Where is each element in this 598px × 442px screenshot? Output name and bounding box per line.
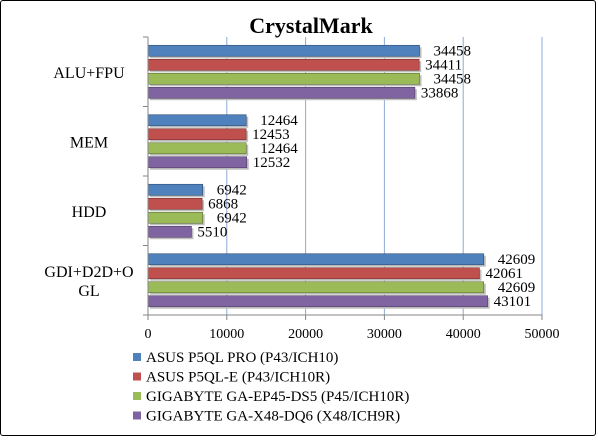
- x-tick-label: 0: [145, 327, 152, 342]
- data-label: 5510: [197, 224, 227, 240]
- category-labels: ALU+FPU MEM HDD GDI+D2D+O GL: [44, 65, 133, 300]
- data-label: 6942: [217, 182, 247, 198]
- bar: [147, 44, 420, 57]
- bar: [147, 72, 420, 85]
- category-label: GDI+D2D+O: [44, 264, 133, 281]
- legend-swatch: [133, 353, 141, 361]
- bar: [147, 183, 204, 196]
- axes: [143, 36, 543, 320]
- x-tick-label: 20000: [288, 327, 323, 342]
- legend-swatch: [133, 392, 141, 400]
- bar: [147, 128, 247, 141]
- data-label: 12464: [260, 141, 298, 157]
- legend: ASUS P5QL PRO (P43/ICH10) ASUS P5QL-E (P4…: [133, 350, 409, 425]
- bar: [147, 211, 204, 224]
- bar: [147, 295, 488, 308]
- x-tick-labels: 0 10000 20000 30000 40000 50000: [145, 327, 560, 342]
- data-label: 42609: [498, 252, 536, 268]
- chart-title: CrystalMark: [249, 13, 373, 38]
- data-label: 6868: [208, 196, 238, 212]
- category-label: HDD: [72, 204, 107, 221]
- bar: [147, 156, 248, 169]
- data-label: 34411: [425, 57, 462, 73]
- data-label: 34458: [434, 43, 472, 59]
- legend-label: ASUS P5QL PRO (P43/ICH10): [146, 350, 338, 366]
- bar: [147, 197, 203, 210]
- bar: [147, 86, 416, 99]
- bar: [147, 225, 192, 238]
- bar: [147, 114, 247, 127]
- legend-label: GIGABYTE GA-X48-DQ6 (X48/ICH9R): [146, 409, 400, 425]
- bar: [147, 281, 485, 294]
- x-tick-label: 30000: [367, 327, 402, 342]
- bar: [147, 58, 420, 71]
- bar: [147, 267, 480, 280]
- data-label: 42061: [485, 266, 523, 282]
- bar: [147, 142, 247, 155]
- data-label: 12532: [253, 155, 291, 171]
- legend-label: ASUS P5QL-E (P43/ICH10R): [146, 370, 330, 386]
- x-tick-label: 50000: [525, 327, 560, 342]
- data-label: 43101: [494, 294, 531, 310]
- data-label: 12453: [252, 127, 290, 143]
- bar: [147, 253, 485, 266]
- bars: [147, 44, 490, 309]
- legend-label: GIGABYTE GA-EP45-DS5 (P45/ICH10R): [146, 389, 409, 405]
- data-label: 12464: [260, 113, 298, 129]
- data-labels: 3445834411344583386812464124531246412532…: [197, 43, 535, 310]
- legend-swatch: [133, 411, 141, 420]
- legend-swatch: [133, 372, 141, 381]
- x-tick-label: 10000: [209, 327, 244, 342]
- category-label: MEM: [70, 134, 108, 151]
- category-label: ALU+FPU: [53, 65, 125, 82]
- data-label: 6942: [217, 210, 247, 226]
- data-label: 42609: [498, 280, 536, 296]
- x-tick-label: 40000: [446, 327, 481, 342]
- data-label: 33868: [421, 85, 459, 101]
- category-label: GL: [78, 283, 99, 300]
- data-label: 34458: [434, 71, 472, 87]
